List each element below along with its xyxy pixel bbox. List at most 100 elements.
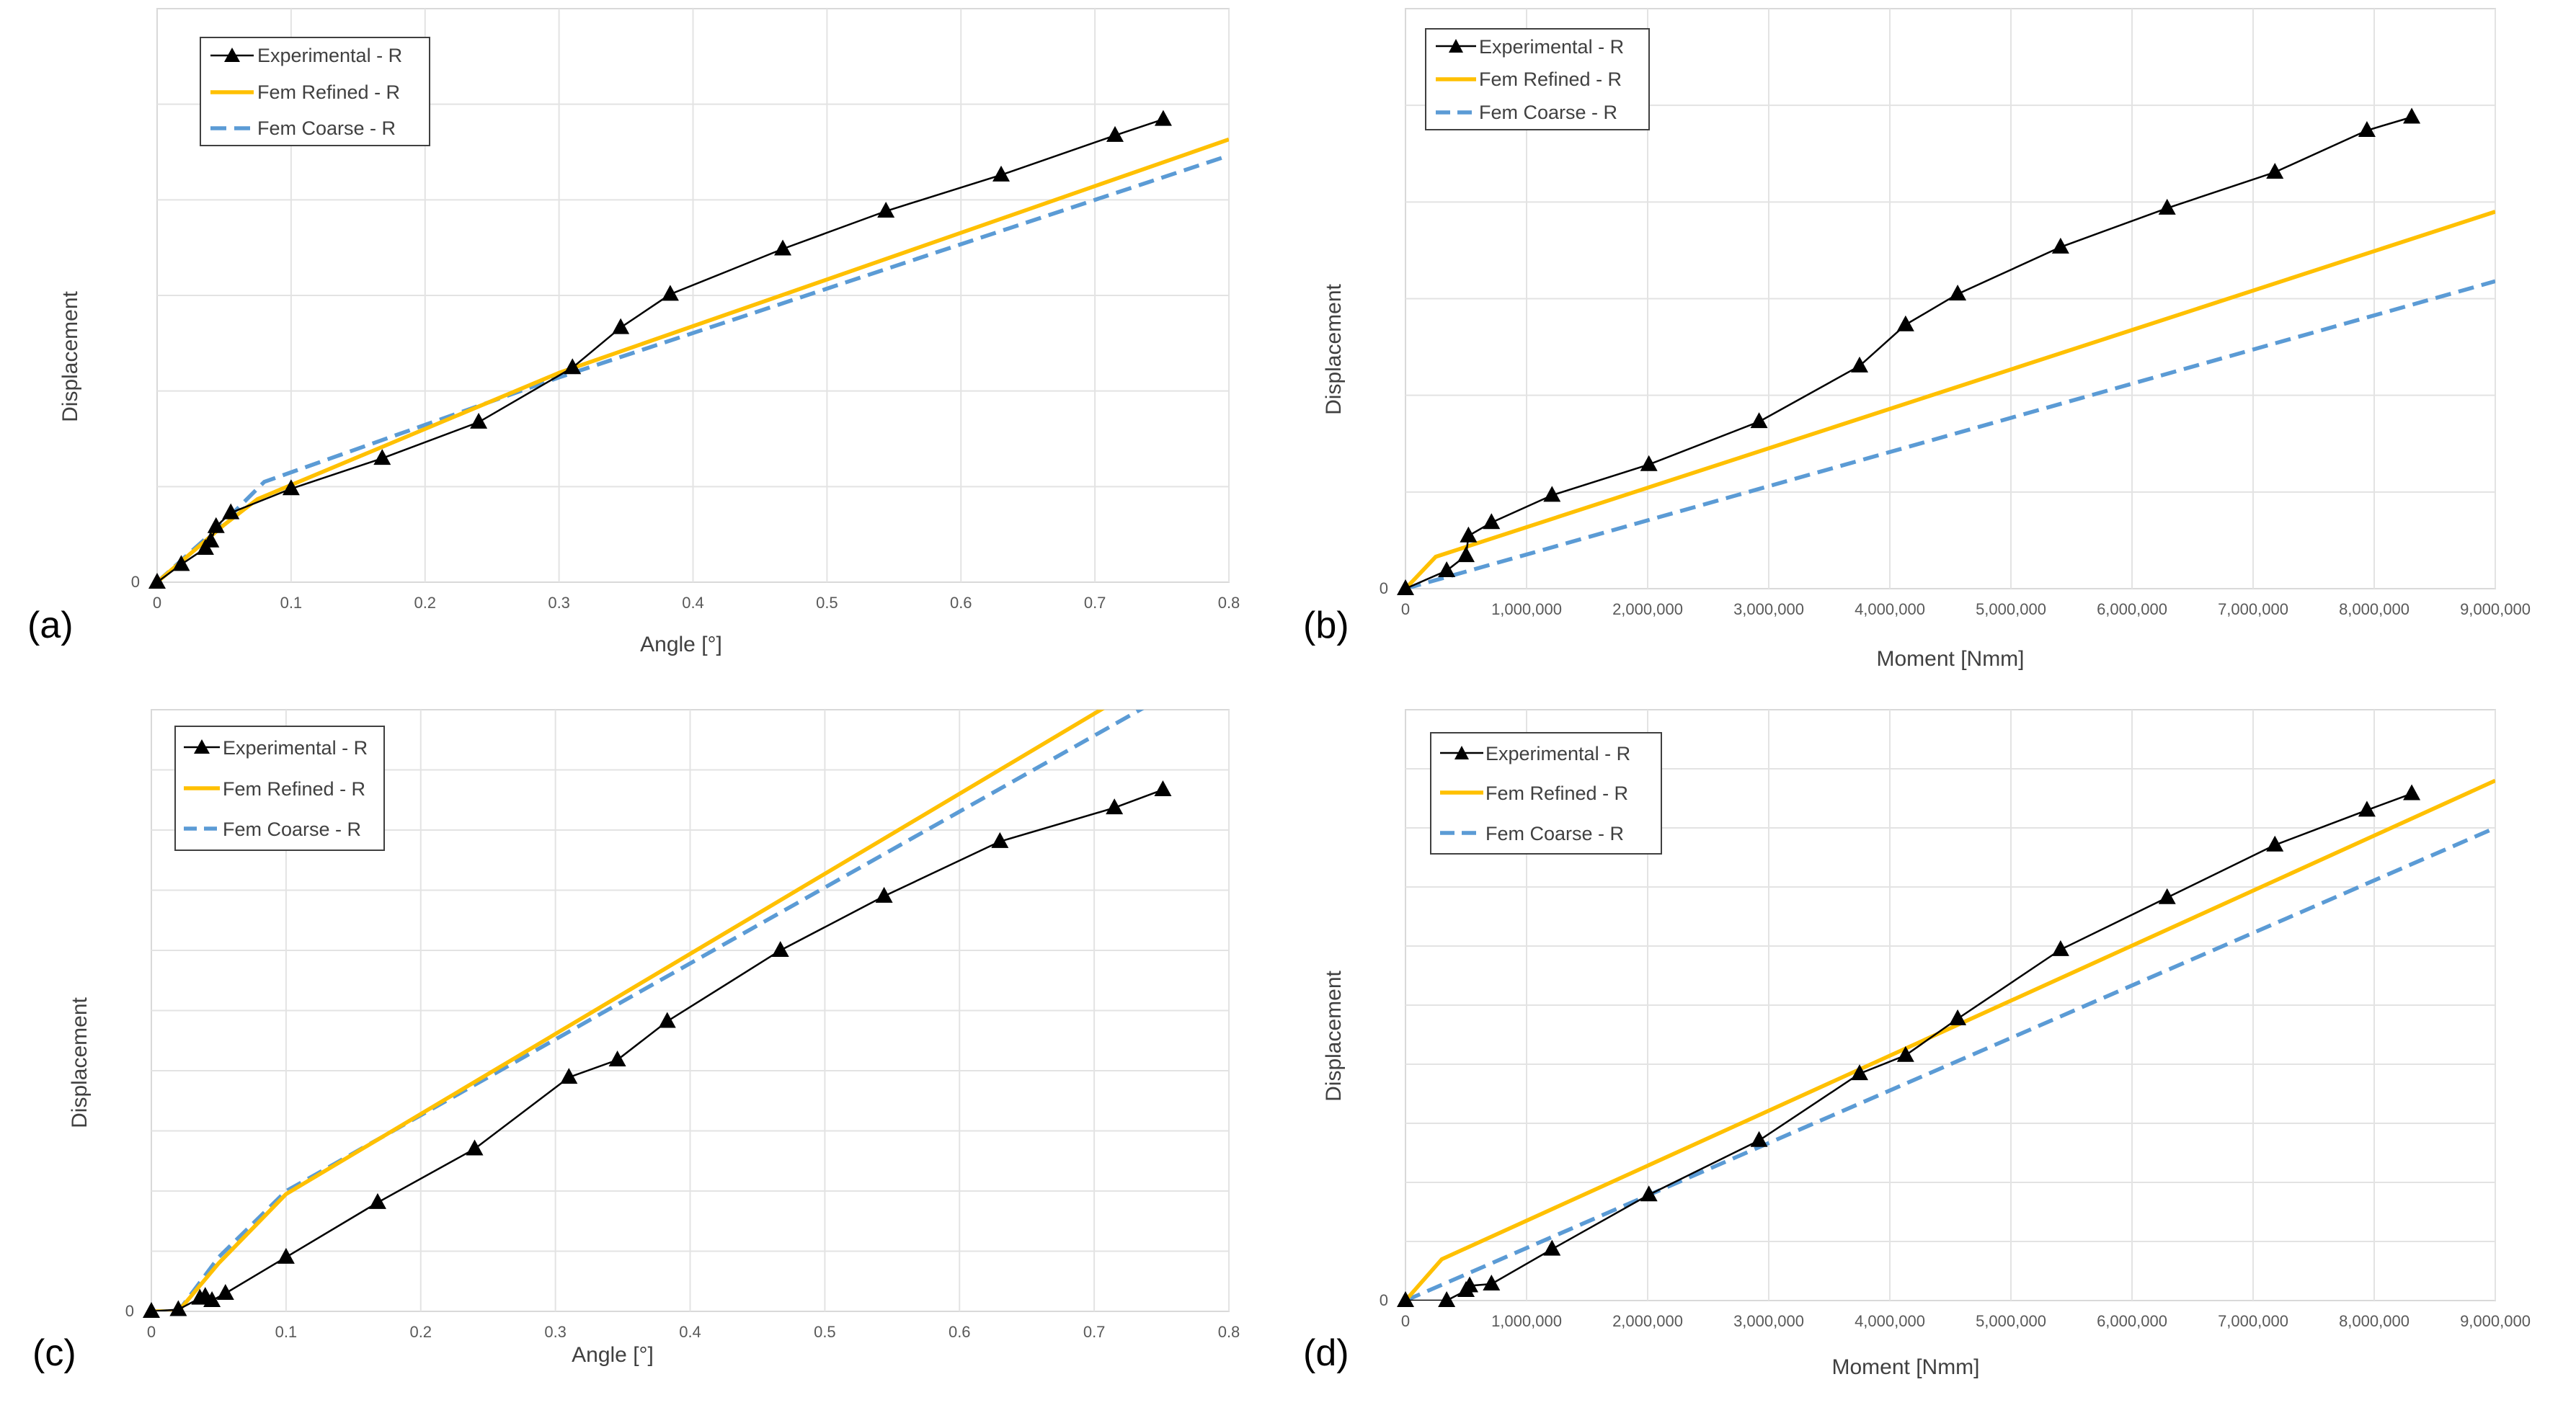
data-point-marker: [658, 1012, 676, 1028]
x-tick-label: 0.7: [1083, 1323, 1106, 1341]
data-point-marker: [2358, 121, 2376, 138]
y-axis-title: Displacement: [58, 290, 82, 422]
data-point-marker: [1949, 285, 1967, 301]
x-axis-title: Angle [°]: [572, 1343, 654, 1367]
data-point-marker: [216, 1283, 234, 1300]
x-axis-title: Moment [Nmm]: [1831, 1355, 1979, 1379]
y-tick-labels: 0: [131, 573, 140, 591]
x-tick-label: 0.5: [816, 594, 838, 612]
x-tick-label: 0.2: [409, 1323, 432, 1341]
y-axis-title: Displacement: [1322, 970, 1346, 1101]
x-tick-label: 0.4: [679, 1323, 701, 1341]
data-point-marker: [1896, 1045, 1914, 1062]
data-point-marker: [172, 555, 190, 571]
x-tick-label: 3,000,000: [1733, 600, 1804, 618]
data-point-marker: [373, 449, 391, 465]
legend-marker-experimental: [194, 739, 210, 754]
fem-refined-series: [1405, 778, 2495, 1301]
x-tick-labels: 0 0.1 0.2 0.3 0.4 0.5 0.6 0.7 0.8: [147, 1323, 1240, 1341]
legend-label-fem-refined: Fem Refined - R: [1479, 68, 1622, 90]
data-point-marker: [2158, 888, 2176, 904]
data-point-marker: [1750, 412, 1768, 429]
x-axis-title: Moment [Nmm]: [1876, 647, 2024, 671]
legend: Experimental - R Fem Refined - R Fem Coa…: [200, 37, 430, 146]
series-line: [1405, 778, 2495, 1301]
panel-label-b: (b): [1303, 605, 1349, 646]
gridlines: [151, 710, 1230, 1311]
x-tick-label: 2,000,000: [1612, 1312, 1683, 1330]
series-line: [1405, 826, 2495, 1301]
fem-coarse-series: [1405, 826, 2495, 1301]
data-point-marker: [1154, 780, 1172, 797]
legend-label-fem-coarse: Fem Coarse - R: [223, 819, 361, 840]
x-tick-label: 6,000,000: [2097, 1312, 2167, 1330]
x-tick-label: 0.8: [1218, 1323, 1240, 1341]
legend-label-fem-refined: Fem Refined - R: [223, 778, 365, 800]
y-tick-labels: 0: [1380, 579, 1388, 597]
data-point-marker: [1543, 486, 1561, 502]
data-point-marker: [143, 1302, 160, 1318]
data-point-marker: [1397, 579, 1414, 595]
panel-d: 0 1,000,000 2,000,000 3,000,000 4,000,000 5,0…: [1303, 709, 2531, 1379]
data-point-marker: [1438, 561, 1456, 578]
data-point-marker: [612, 318, 630, 334]
x-tick-labels: 0 1,000,000 2,000,000 3,000,000 4,000,000 5,0…: [1401, 1312, 2531, 1330]
y-tick-label: 0: [131, 573, 140, 591]
x-tick-label: 0.8: [1218, 594, 1240, 612]
x-tick-label: 0.4: [682, 594, 704, 612]
panel-label-a: (a): [27, 605, 74, 646]
y-tick-labels: 0: [125, 1302, 134, 1320]
legend-label-fem-coarse: Fem Coarse - R: [257, 117, 396, 139]
y-tick-label: 0: [1380, 579, 1388, 597]
legend-marker-experimental: [224, 48, 240, 62]
experimental-series: [1397, 784, 2421, 1307]
x-tick-label: 1,000,000: [1491, 1312, 1562, 1330]
legend-marker-experimental: [1449, 39, 1463, 53]
data-point-marker: [1397, 1291, 1414, 1307]
data-point-marker: [608, 1050, 626, 1066]
x-tick-label: 9,000,000: [2460, 1312, 2531, 1330]
x-tick-label: 0: [153, 594, 161, 612]
series-line: [1405, 116, 2412, 589]
legend-label-fem-refined: Fem Refined - R: [257, 81, 400, 103]
data-point-marker: [1106, 125, 1124, 142]
x-tick-label: 0.7: [1084, 594, 1106, 612]
data-point-marker: [2358, 801, 2376, 817]
data-point-marker: [1154, 110, 1172, 126]
x-tick-label: 4,000,000: [1855, 600, 1925, 618]
data-point-marker: [1106, 798, 1124, 815]
data-point-marker: [282, 479, 300, 496]
y-axis-title: Displacement: [1322, 283, 1346, 414]
data-point-marker: [1851, 1064, 1868, 1081]
data-point-marker: [1851, 356, 1868, 373]
y-tick-labels: 0: [1380, 1291, 1388, 1309]
x-tick-label: 0: [1401, 600, 1410, 618]
data-point-marker: [1543, 1239, 1561, 1256]
data-point-marker: [277, 1247, 295, 1264]
data-point-marker: [1640, 455, 1658, 471]
x-tick-label: 5,000,000: [1976, 1312, 2046, 1330]
legend: Experimental - R Fem Refined - R Fem Coa…: [1430, 732, 1662, 855]
data-point-marker: [2158, 198, 2176, 215]
x-tick-label: 0: [147, 1323, 156, 1341]
data-point-marker: [207, 517, 225, 533]
x-tick-label: 7,000,000: [2218, 600, 2288, 618]
x-axis-title: Angle [°]: [640, 633, 722, 656]
data-point-marker: [2403, 784, 2421, 801]
data-point-marker: [560, 1068, 578, 1084]
data-point-marker: [1949, 1009, 1967, 1025]
x-tick-label: 0.5: [814, 1323, 836, 1341]
data-point-marker: [1640, 1185, 1658, 1202]
legend-marker-experimental: [1454, 746, 1469, 759]
data-point-marker: [1483, 513, 1501, 530]
y-tick-label: 0: [1380, 1291, 1388, 1309]
data-point-marker: [1483, 1275, 1501, 1291]
legend-label-experimental: Experimental - R: [1479, 36, 1624, 58]
x-tick-label: 7,000,000: [2218, 1312, 2288, 1330]
x-tick-label: 8,000,000: [2339, 600, 2410, 618]
x-tick-label: 8,000,000: [2339, 1312, 2410, 1330]
x-tick-labels: 0 0.1 0.2 0.3 0.4 0.5 0.6 0.7 0.8: [153, 594, 1240, 612]
data-point-marker: [877, 201, 895, 218]
data-point-marker: [470, 412, 488, 429]
